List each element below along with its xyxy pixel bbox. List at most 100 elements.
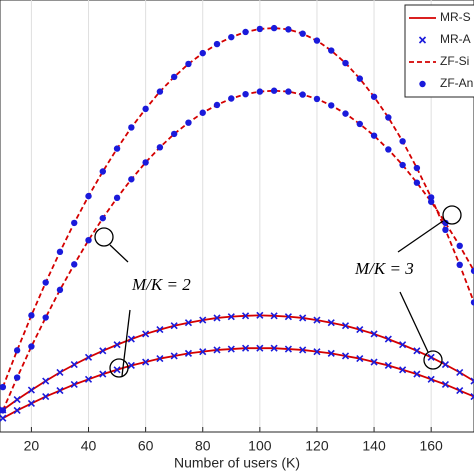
x-marker bbox=[0, 414, 7, 422]
dot-marker bbox=[213, 40, 221, 48]
x-marker bbox=[113, 366, 121, 374]
x-marker bbox=[256, 344, 264, 352]
dot-marker bbox=[313, 95, 321, 103]
x-marker bbox=[441, 380, 450, 389]
x-marker bbox=[113, 341, 121, 349]
x-marker bbox=[184, 319, 193, 327]
x-marker bbox=[156, 326, 164, 334]
legend-label: MR-A bbox=[440, 32, 471, 46]
x-marker bbox=[242, 312, 250, 320]
x-marker bbox=[427, 375, 435, 383]
x-tick-label: 120 bbox=[305, 438, 329, 454]
x-marker bbox=[84, 353, 93, 361]
x-marker bbox=[313, 316, 321, 324]
x-marker bbox=[456, 386, 464, 395]
dot-marker bbox=[299, 30, 306, 37]
x-marker bbox=[170, 352, 178, 360]
x-marker bbox=[213, 314, 221, 322]
dot-marker bbox=[28, 343, 35, 350]
x-marker bbox=[413, 370, 421, 378]
dot-marker bbox=[456, 242, 463, 250]
x-marker bbox=[327, 349, 335, 357]
dot-marker bbox=[170, 73, 178, 81]
x-marker bbox=[99, 370, 107, 378]
dot-marker bbox=[13, 347, 21, 354]
dot-marker bbox=[142, 105, 149, 113]
x-marker bbox=[13, 406, 21, 414]
x-marker bbox=[427, 353, 435, 361]
x-marker bbox=[356, 326, 364, 334]
marks bbox=[0, 24, 474, 422]
annotation: M/K = 2 bbox=[131, 275, 191, 294]
dot-marker bbox=[85, 192, 92, 200]
dot-marker bbox=[313, 37, 321, 44]
legend-swatch bbox=[419, 80, 426, 88]
dot-marker bbox=[185, 119, 192, 126]
x-marker bbox=[356, 354, 364, 363]
dot-marker bbox=[170, 130, 178, 138]
x-marker bbox=[399, 366, 407, 374]
dot-marker bbox=[56, 286, 64, 294]
x-marker bbox=[99, 347, 107, 355]
dot-marker bbox=[28, 312, 35, 319]
legend-label: MR-S bbox=[440, 10, 471, 24]
dot-marker bbox=[285, 88, 292, 95]
x-marker bbox=[284, 345, 292, 353]
x-tick-label: 40 bbox=[81, 438, 97, 454]
legend-marker bbox=[419, 80, 426, 88]
dot-marker bbox=[328, 102, 335, 109]
dot-marker bbox=[328, 47, 335, 54]
dot-marker bbox=[242, 90, 249, 98]
x-marker bbox=[13, 396, 21, 404]
dot-marker bbox=[113, 194, 121, 202]
x-marker bbox=[370, 330, 378, 338]
x-marker bbox=[370, 358, 378, 366]
dot-marker bbox=[356, 120, 363, 128]
x-marker bbox=[56, 386, 64, 395]
x-marker bbox=[127, 335, 135, 343]
dot-marker bbox=[413, 164, 421, 172]
x-marker bbox=[399, 341, 407, 349]
dot-marker bbox=[442, 219, 449, 227]
dot-marker bbox=[385, 146, 392, 153]
series-line bbox=[2, 347, 474, 419]
x-marker bbox=[27, 399, 35, 408]
dot-marker bbox=[342, 59, 349, 67]
dot-marker bbox=[299, 91, 306, 98]
callouts bbox=[94, 205, 462, 378]
dot-marker bbox=[399, 161, 406, 169]
dot-marker bbox=[185, 60, 192, 68]
dot-marker bbox=[0, 383, 7, 391]
x-tick-label: 60 bbox=[138, 438, 154, 454]
dot-marker bbox=[42, 279, 49, 286]
x-marker bbox=[127, 361, 135, 370]
dot-marker bbox=[142, 159, 149, 166]
dot-marker bbox=[156, 88, 164, 95]
legend-label: ZF-An bbox=[440, 76, 473, 90]
dot-marker bbox=[470, 267, 474, 275]
dot-marker bbox=[228, 33, 235, 41]
dot-marker bbox=[427, 198, 435, 205]
x-marker bbox=[242, 344, 250, 352]
dot-marker bbox=[356, 75, 363, 82]
x-marker bbox=[384, 335, 392, 343]
x-marker bbox=[441, 361, 450, 369]
dot-marker bbox=[456, 261, 463, 269]
x-marker bbox=[42, 393, 50, 401]
x-marker bbox=[70, 361, 78, 369]
x-marker bbox=[227, 313, 235, 321]
x-marker bbox=[84, 375, 93, 383]
dot-marker bbox=[99, 168, 106, 175]
x-marker bbox=[470, 393, 474, 401]
dot-marker bbox=[342, 110, 349, 117]
dot-marker bbox=[370, 93, 378, 100]
x-marker bbox=[56, 368, 64, 376]
legend-box bbox=[404, 4, 474, 98]
dot-marker bbox=[270, 87, 278, 94]
x-marker bbox=[156, 354, 164, 363]
x-marker bbox=[227, 345, 235, 353]
dot-marker bbox=[128, 176, 135, 183]
legend: MR-S MR-A ZF-Si ZF-An bbox=[404, 4, 474, 98]
dot-marker bbox=[256, 25, 264, 33]
